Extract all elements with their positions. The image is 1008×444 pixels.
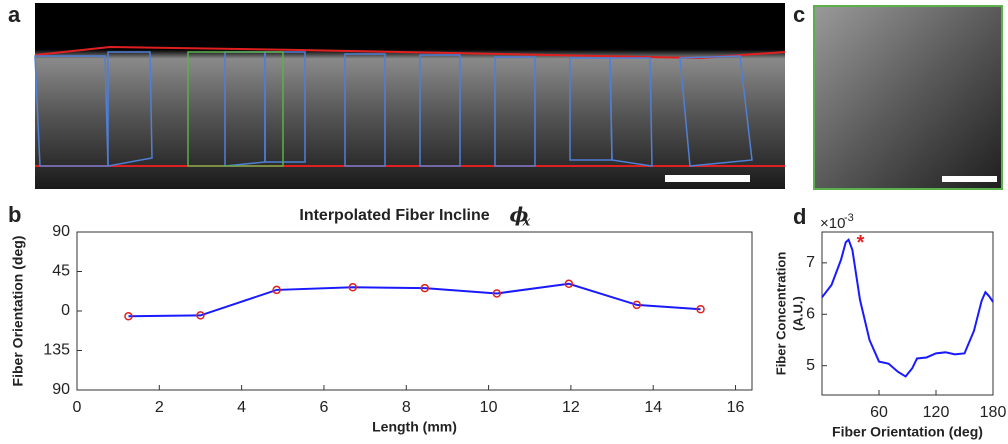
x-axis-label: Fiber Orientation (deg) — [832, 424, 983, 440]
y-tick-label: 90 — [52, 381, 70, 398]
plot-area — [822, 232, 993, 395]
plot-area — [77, 232, 752, 390]
panel-label: b — [8, 202, 21, 227]
x-tick-label: 8 — [402, 399, 411, 416]
x-tick-label: 60 — [870, 404, 888, 421]
y-axis-label: (A.U.) — [790, 296, 805, 331]
scale-bar — [942, 176, 997, 182]
scale-bar — [665, 175, 750, 182]
x-tick-label: 12 — [562, 399, 580, 416]
oct-image — [35, 3, 785, 189]
panel-label: c — [793, 2, 805, 27]
x-tick-label: 180 — [980, 404, 1007, 421]
y-scale-exponent: -3 — [844, 212, 854, 224]
title-subscript: x — [522, 215, 531, 230]
data-line — [128, 284, 700, 316]
x-tick-label: 6 — [319, 399, 328, 416]
annotation: * — [857, 232, 865, 254]
chart-title: Interpolated Fiber Incline — [299, 207, 489, 224]
y-tick-label: 0 — [61, 302, 70, 319]
x-tick-label: 14 — [644, 399, 662, 416]
panel-label: a — [8, 2, 21, 27]
y-axis-label: Fiber Orientation (deg) — [10, 236, 26, 387]
y-scale-label: ×10 — [820, 215, 845, 232]
x-tick-label: 2 — [155, 399, 164, 416]
y-axis-label: Fiber Concentration — [773, 252, 788, 376]
x-tick-label: 4 — [237, 399, 246, 416]
x-tick-label: 0 — [73, 399, 82, 416]
panel-label: d — [793, 204, 806, 229]
y-tick-label: 6 — [806, 305, 815, 322]
x-tick-label: 120 — [923, 404, 950, 421]
figure: a b c d 0 2 4 6 8 10 12 14 16 90 45 0 135 90 Interpola… — [0, 0, 1008, 444]
x-tick-label: 10 — [480, 399, 498, 416]
y-tick-label: 7 — [806, 254, 815, 271]
x-axis-label: Length (mm) — [372, 419, 457, 435]
y-tick-label: 45 — [52, 263, 70, 280]
zoom-image — [814, 6, 1002, 189]
data-line — [822, 240, 993, 377]
y-tick-label: 135 — [43, 342, 70, 359]
y-tick-label: 5 — [806, 357, 815, 374]
x-tick-label: 16 — [727, 399, 745, 416]
y-tick-label: 90 — [52, 223, 70, 240]
